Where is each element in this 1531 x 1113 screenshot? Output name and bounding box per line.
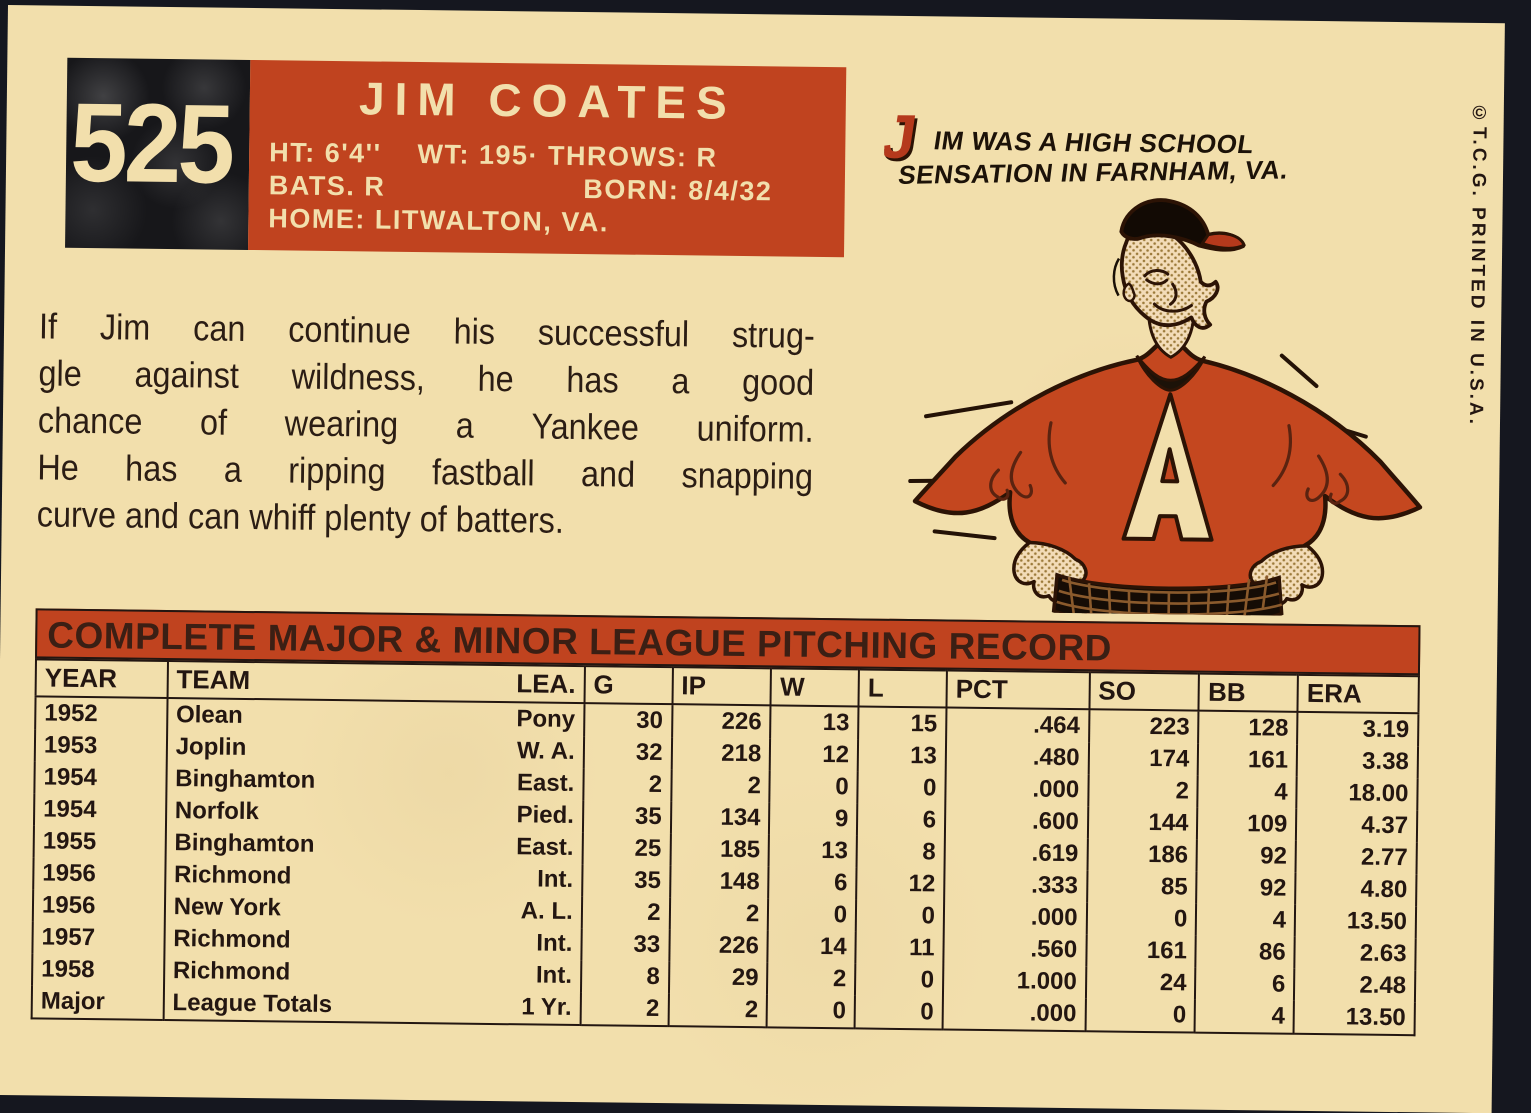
svg-text:IM WAS A HIGH SCHOOL: IM WAS A HIGH SCHOOL xyxy=(932,125,1256,159)
svg-text:SENSATION IN FARNHAM, VA.: SENSATION IN FARNHAM, VA. xyxy=(897,155,1290,190)
